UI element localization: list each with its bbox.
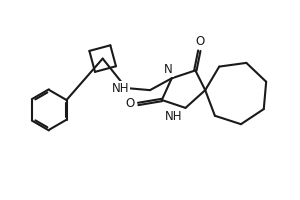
Text: N: N: [164, 63, 173, 76]
Text: O: O: [125, 97, 134, 110]
Text: NH: NH: [165, 110, 182, 123]
Text: NH: NH: [112, 82, 129, 95]
Text: O: O: [196, 35, 205, 48]
